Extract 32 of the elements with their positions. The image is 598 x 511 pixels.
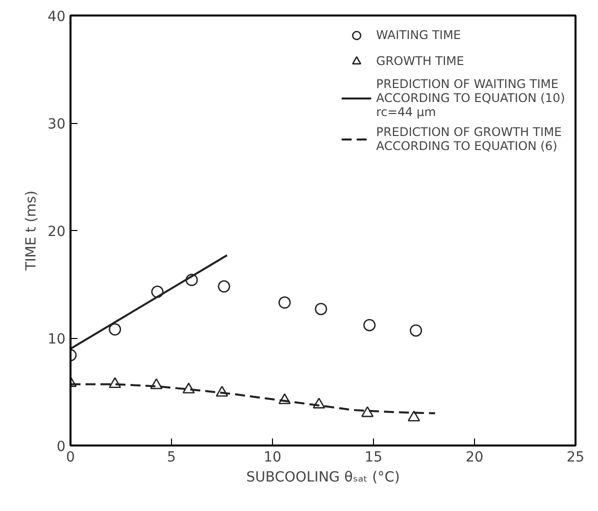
point (108, 377, 122, 388)
point (150, 378, 162, 390)
y-tick-label: 20 (48, 224, 66, 240)
y-tick-label: 40 (48, 9, 66, 25)
legend-label: PREDICTION OF WAITING TIME ACCORDING TO EQUATION (10) rc=44 μm (376, 77, 565, 119)
y-tick-label: 10 (48, 332, 66, 348)
point (216, 386, 228, 397)
point (408, 410, 420, 422)
x-tick-label: 25 (566, 450, 584, 466)
point (151, 286, 164, 298)
y-axis-title: TIME t (ms) (24, 190, 40, 272)
legend-label: WAITING TIME (376, 28, 461, 42)
point (312, 398, 326, 408)
point (108, 323, 122, 336)
x-tick-label: 20 (466, 450, 484, 466)
point (314, 302, 328, 316)
point (218, 280, 230, 293)
x-tick-label: 5 (167, 450, 176, 466)
point (278, 393, 291, 404)
point (361, 406, 374, 418)
point (278, 296, 291, 309)
x-tick-label: 15 (364, 450, 382, 466)
point (186, 274, 198, 286)
x-axis-title: SUBCOOLING θₛₐₜ (°C) (246, 470, 400, 486)
y-tick-label: 0 (56, 439, 66, 455)
x-tick-label: 10 (264, 450, 282, 466)
point (410, 324, 422, 337)
point (182, 382, 195, 394)
point (363, 318, 376, 332)
y-tick-label: 30 (48, 116, 66, 132)
legend-label: PREDICTION OF GROWTH TIME ACCORDING TO EQUATION (6) (376, 125, 562, 153)
legend-label: GROWTH TIME (376, 54, 464, 68)
